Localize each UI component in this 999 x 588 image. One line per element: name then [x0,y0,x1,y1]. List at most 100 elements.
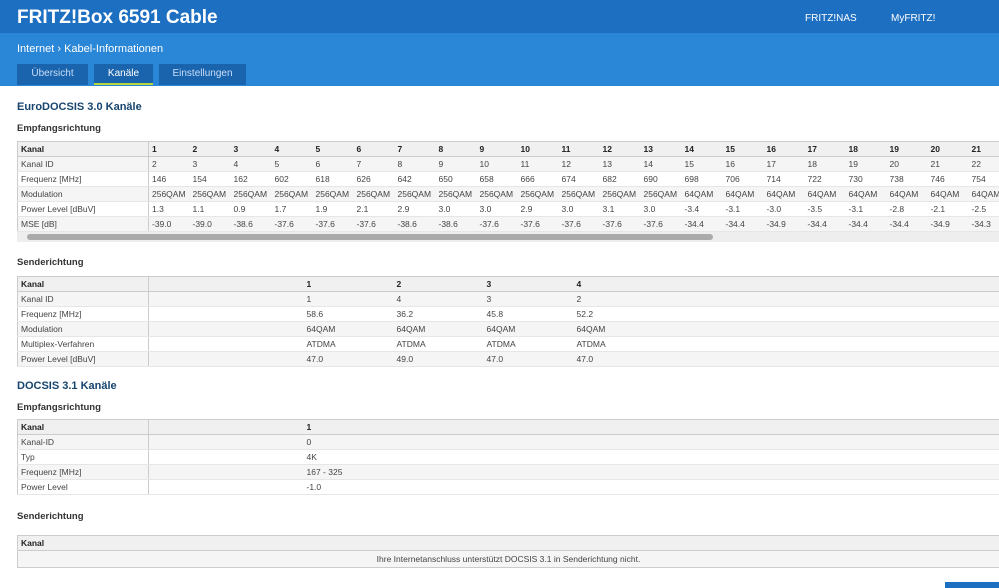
cell: -38.6 [435,216,477,232]
cell: 3.0 [640,201,682,217]
cell: -3.1 [845,201,887,217]
table-row: Kanal 1 [17,419,999,435]
cell: 2.9 [517,201,559,217]
cell: 4 [271,141,313,157]
table-row: Frequenz [MHz] 167 - 325 [17,464,999,480]
cell: -38.6 [394,216,436,232]
tab[interactable]: Kanäle [94,64,153,85]
cell: -34.4 [845,216,887,232]
cell: 21 [968,141,999,157]
cell: 256QAM [599,186,641,202]
cell: 64QAM [681,186,723,202]
cell: 1.7 [271,201,313,217]
cell: 64QAM [722,186,764,202]
cell: 2.1 [353,201,395,217]
cell: 3.0 [476,201,518,217]
row-label: Power Level [dBuV] [17,201,149,217]
tab[interactable]: Übersicht [17,64,88,85]
cell: 698 [681,171,723,187]
cell: 15 [722,141,764,157]
cell: 7 [394,141,436,157]
nav-link[interactable]: MyFRITZ! [891,13,936,24]
row-label: Typ [17,449,149,465]
row-label: Power Level [dBuV] [17,351,149,367]
cell: 64QAM [573,321,664,337]
spacer [148,336,304,352]
row-label: Kanal ID [17,291,149,307]
cell: -1.0 [303,479,394,495]
table-row: Kanal-ID 0 [17,434,999,450]
filler [663,276,999,292]
button[interactable] [945,582,999,588]
row-label: Kanal [17,535,999,551]
product-title: FRITZ!Box 6591 Cable [17,7,218,28]
cell: 3.0 [435,201,477,217]
row-label: Kanal ID [17,156,149,172]
data-table: Kanal 1 2 3 4 5 6 7 8 9 10 11 12 13 14 15 16 17 18 19 20 21 Ka… [17,141,999,232]
sub-heading: Senderichtung [17,511,84,522]
row-label: Frequenz [MHz] [17,171,149,187]
scroll-thumb[interactable] [27,234,713,240]
cell: ATDMA [393,336,484,352]
cell: 146 [148,171,190,187]
cell: 8 [435,141,477,157]
cell: 618 [312,171,354,187]
cell: 2 [189,141,231,157]
cell: -38.6 [230,216,272,232]
cell: -37.6 [312,216,354,232]
table-row: Kanal [17,535,999,551]
cell: 16 [722,156,764,172]
cell: 47.0 [483,351,574,367]
filler [393,419,999,435]
cell: -37.6 [558,216,600,232]
cell: -3.0 [763,201,805,217]
cell: -34.4 [886,216,928,232]
cell: -37.6 [271,216,313,232]
cell: 256QAM [230,186,272,202]
spacer [148,479,304,495]
cell: 49.0 [393,351,484,367]
cell: -37.6 [476,216,518,232]
table-row: Frequenz [MHz] 146 154 162 602 618 626 642 650 65… [17,171,999,187]
cell: 64QAM [927,186,969,202]
cell: 6 [353,141,395,157]
cell: 12 [599,141,641,157]
table-wrap: Kanal 1 Kanal-ID 0 Typ 4K Frequenz [MHz] 167 - … [17,419,999,495]
table-row: Typ 4K [17,449,999,465]
spacer [148,321,304,337]
cell: 642 [394,171,436,187]
cell: 714 [763,171,805,187]
cell: 674 [558,171,600,187]
cell: 4 [230,156,272,172]
crumb[interactable]: Internet [17,43,55,55]
cell: 602 [271,171,313,187]
cell: 9 [435,156,477,172]
cell: 19 [845,156,887,172]
scrollbar[interactable] [17,232,999,242]
filler [393,434,999,450]
cell: 18 [845,141,887,157]
cell: 722 [804,171,846,187]
cell: -37.6 [599,216,641,232]
tab[interactable]: Einstellungen [159,64,246,85]
cell: 64QAM [968,186,999,202]
breadcrumb: Internet › Kabel-Informationen [17,43,164,55]
cell: 1.9 [312,201,354,217]
row-label: Kanal [17,276,149,292]
spacer [148,306,304,322]
cell: -34.4 [722,216,764,232]
table-row: Kanal 1 2 3 4 5 6 7 8 9 10 11 12 13 14 15 16 17 18 19 20 21 [17,141,999,157]
top-bar: FRITZ!Box 6591 Cable FRITZ!NAS MyFRITZ! [0,0,999,33]
data-table: Kanal 1 Kanal-ID 0 Typ 4K Frequenz [MHz] 167 - … [17,419,999,495]
cell: 154 [189,171,231,187]
cell: 754 [968,171,999,187]
filler [393,449,999,465]
cell: -39.0 [148,216,190,232]
filler [663,336,999,352]
cell: 16 [763,141,805,157]
nav-link[interactable]: FRITZ!NAS [805,13,857,24]
cell: 690 [640,171,682,187]
cell: 64QAM [303,321,394,337]
cell: 1 [303,276,394,292]
cell: 256QAM [517,186,559,202]
